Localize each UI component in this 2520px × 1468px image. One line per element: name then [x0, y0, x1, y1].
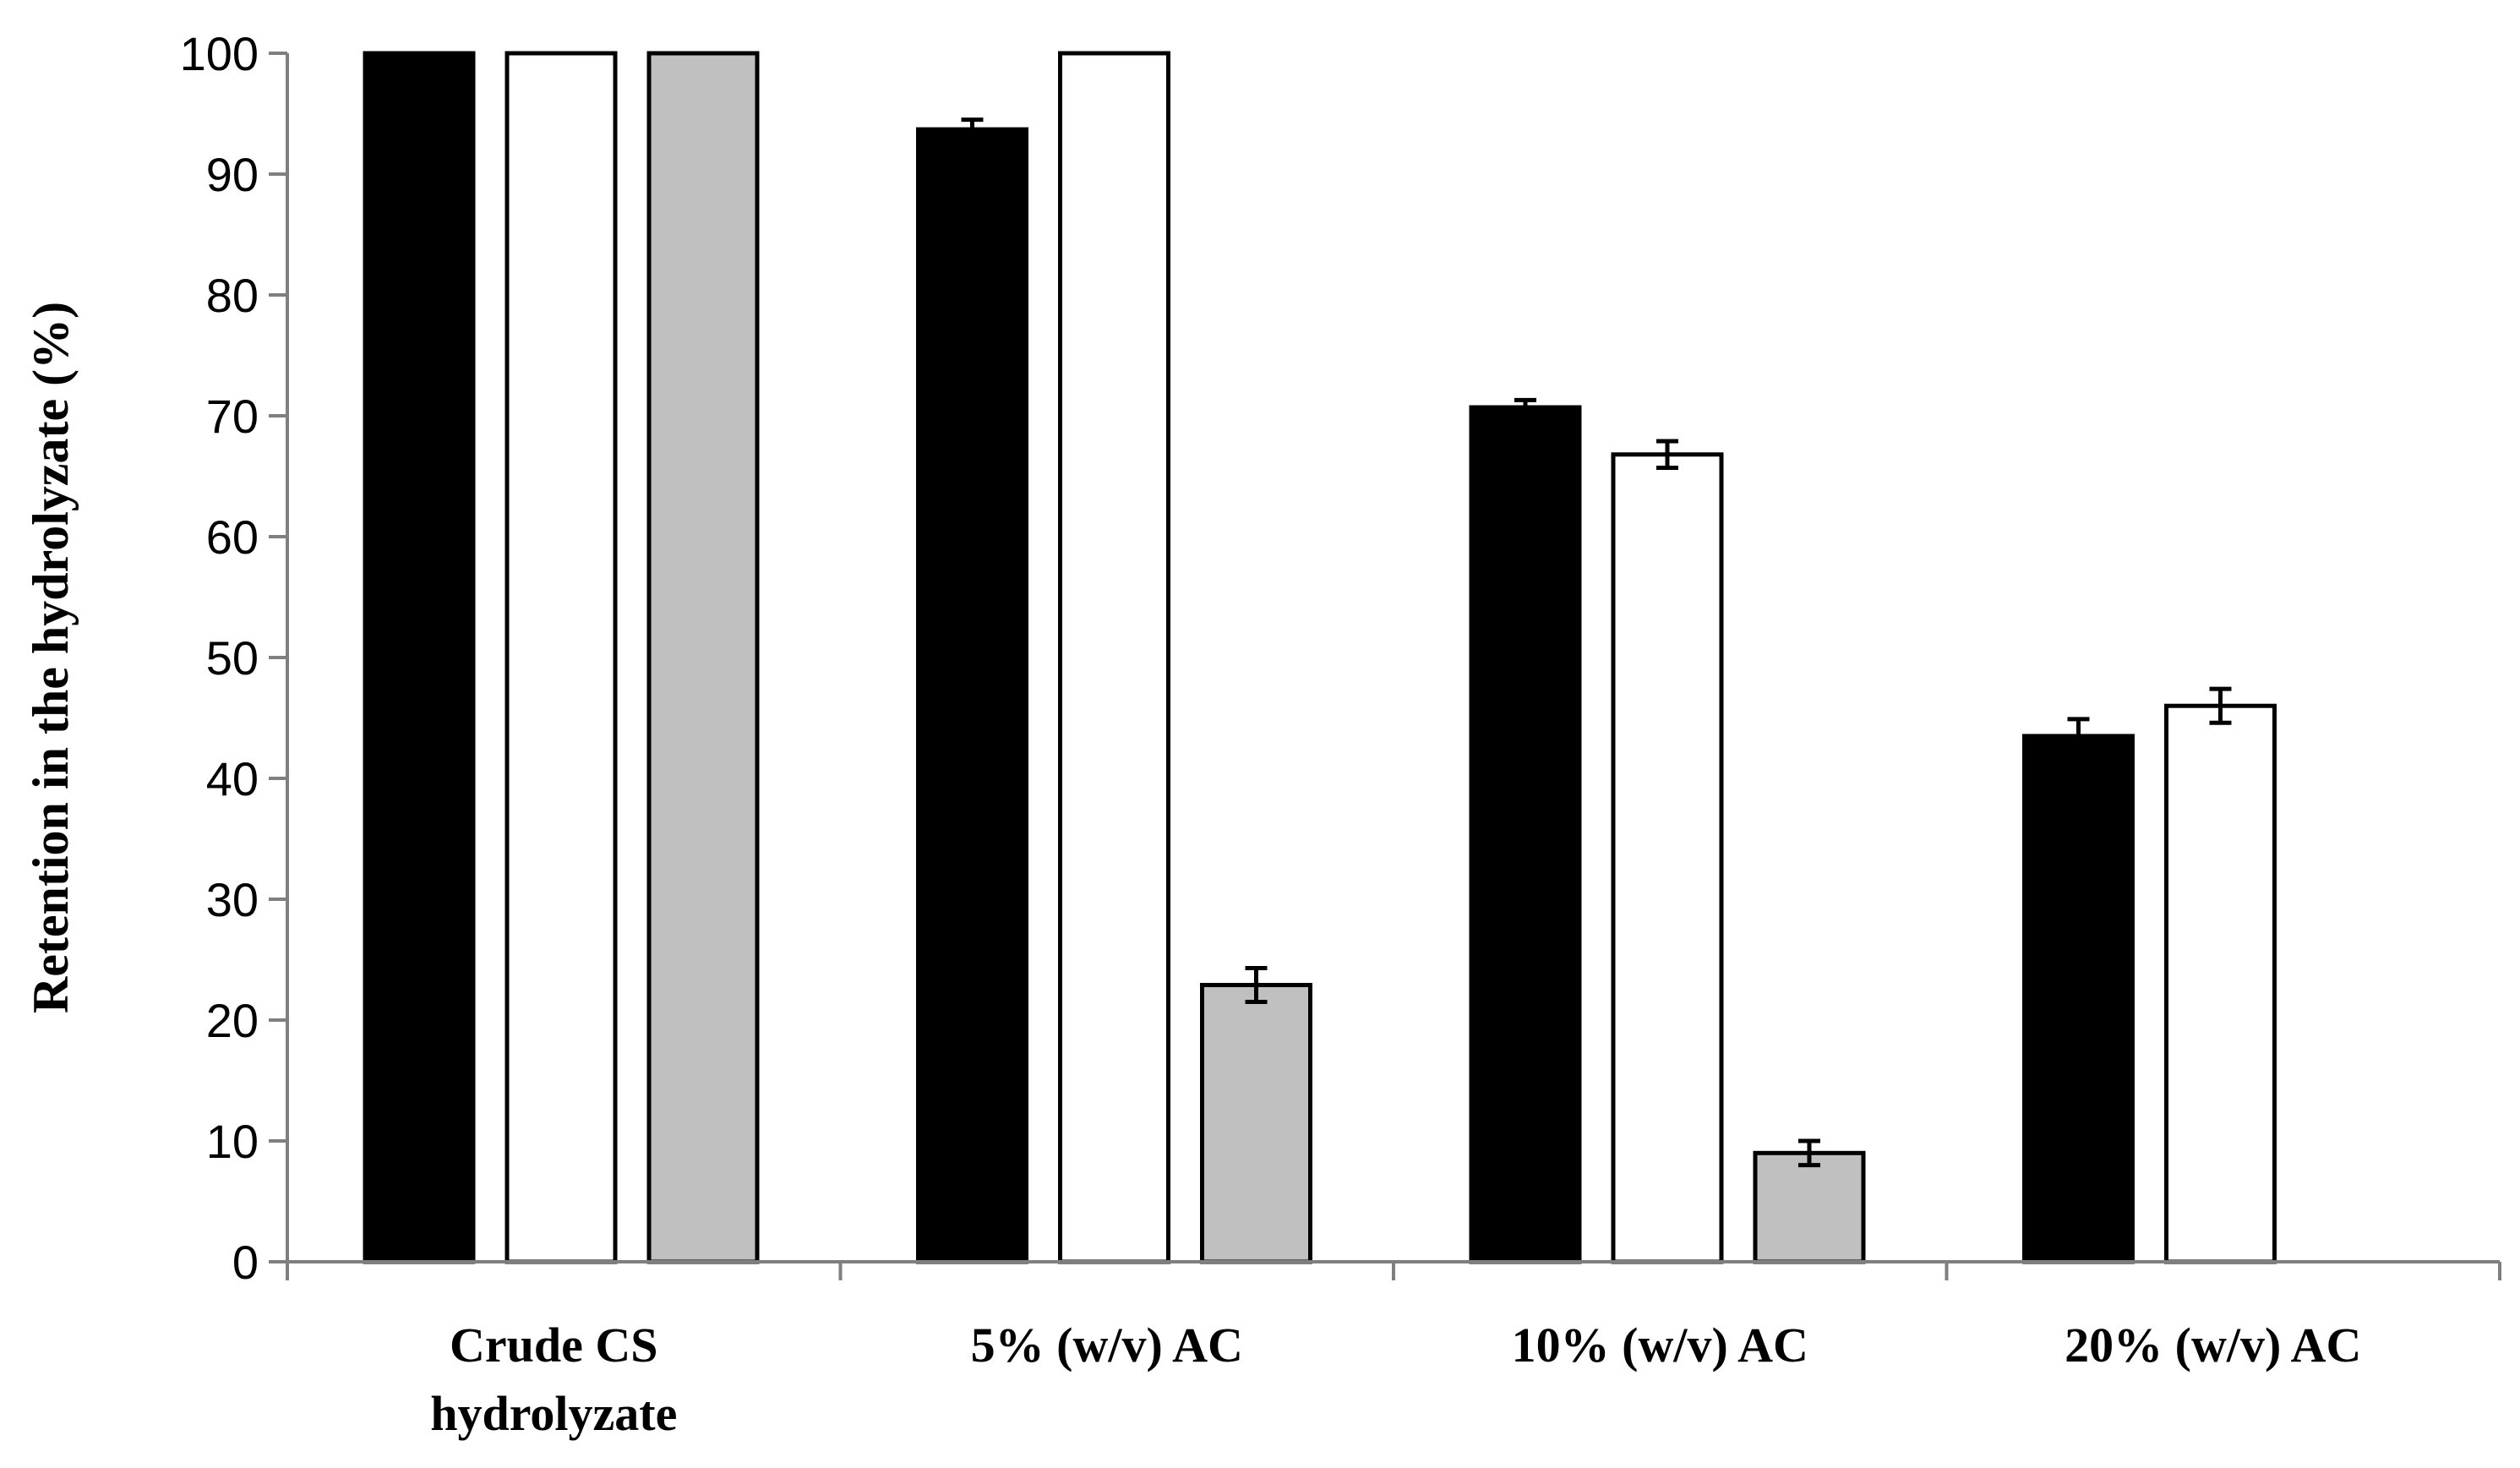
y-tick-label-60: 60	[206, 510, 259, 564]
bars-layer	[363, 51, 2277, 1264]
y-tick-label-10: 10	[206, 1115, 259, 1168]
x-category-label-2: 5% (w/v) AC	[971, 1318, 1243, 1372]
bar-series-3-cat-2	[1200, 983, 1312, 1264]
y-tick-label-30: 30	[206, 873, 259, 926]
y-tick-label-100: 100	[180, 27, 259, 80]
error-bar-series-2-cat-4	[2209, 686, 2232, 725]
y-axis-title: Retention in the hydrolyzate (%)	[23, 302, 79, 1013]
error-bar-series-1-cat-4	[2067, 717, 2090, 756]
x-category-label-3: 10% (w/v) AC	[1512, 1318, 1808, 1372]
error-bar-series-3-cat-2	[1245, 966, 1268, 1005]
error-bar-series-1-cat-3	[1514, 397, 1536, 417]
bar-series-2-cat-3	[1611, 452, 1724, 1264]
y-tick-label-50: 50	[206, 631, 259, 685]
error-bar-series-1-cat-2	[961, 117, 984, 142]
bar-series-2-cat-2	[1058, 51, 1170, 1264]
bar-series-3-cat-3	[1753, 1150, 1866, 1264]
bar-series-1-cat-2	[916, 127, 1028, 1264]
bar-series-1-cat-3	[1469, 405, 1582, 1264]
bar-series-2-cat-1	[505, 51, 618, 1264]
bar-series-1-cat-4	[2022, 734, 2135, 1264]
y-tick-label-80: 80	[206, 269, 259, 322]
x-category-label-1-line-1: Crude CS	[450, 1318, 658, 1372]
y-tick-label-70: 70	[206, 390, 259, 443]
axes-layer	[269, 52, 2501, 1280]
x-category-label-1-line-2: hydrolyzate	[430, 1386, 677, 1441]
x-category-label-4: 20% (w/v) AC	[2065, 1318, 2361, 1372]
bar-series-2-cat-4	[2164, 703, 2277, 1264]
y-tick-label-90: 90	[206, 148, 259, 201]
labels-layer: 0 10 20 30 40 50 60 70 80 90 100 Crude CS hydrolyzat…	[180, 27, 2362, 1441]
bar-series-3-cat-1	[646, 51, 760, 1264]
y-tick-label-40: 40	[206, 752, 259, 805]
bar-series-1-cat-1	[363, 51, 476, 1264]
y-tick-label-20: 20	[206, 994, 259, 1047]
error-bar-series-3-cat-3	[1798, 1138, 1820, 1168]
y-tick-label-0: 0	[232, 1236, 259, 1289]
error-bar-series-2-cat-3	[1656, 439, 1678, 470]
